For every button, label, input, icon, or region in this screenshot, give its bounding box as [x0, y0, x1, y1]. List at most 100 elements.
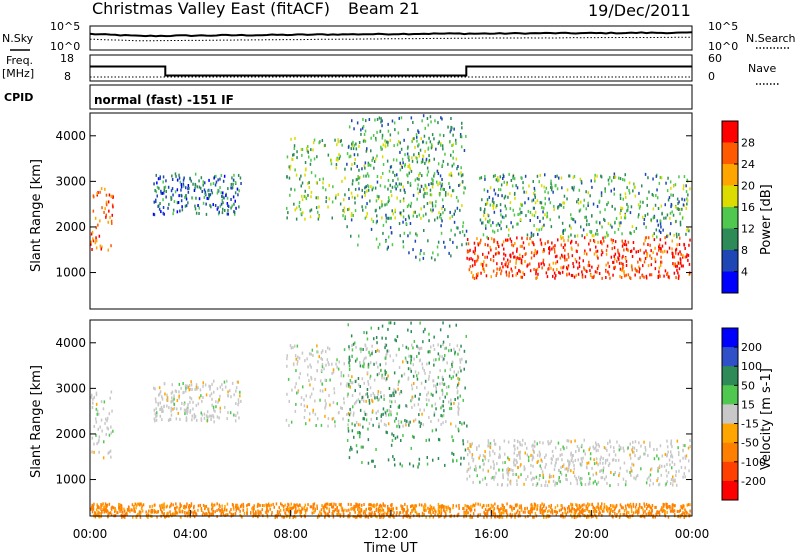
data-cell	[501, 215, 504, 219]
data-cell	[288, 424, 290, 427]
data-cell	[626, 469, 628, 473]
data-cell	[371, 188, 373, 192]
data-cell	[421, 503, 423, 507]
data-cell	[452, 458, 454, 462]
data-cell	[290, 137, 292, 141]
data-cell	[430, 120, 432, 124]
data-cell	[292, 346, 294, 350]
data-cell	[568, 505, 570, 509]
data-cell	[660, 231, 662, 234]
data-cell	[358, 176, 360, 180]
data-cell	[568, 174, 570, 178]
data-cell	[431, 201, 434, 205]
data-cell	[573, 464, 575, 467]
data-cell	[292, 515, 294, 519]
data-cell	[105, 203, 108, 207]
data-cell	[625, 513, 628, 517]
data-cell	[450, 194, 453, 198]
data-cell	[355, 399, 358, 403]
data-cell	[91, 406, 94, 409]
data-cell	[104, 507, 106, 511]
data-cell	[450, 422, 452, 426]
data-cell	[471, 455, 473, 459]
data-cell	[613, 246, 616, 250]
data-cell	[200, 394, 202, 398]
data-cell	[639, 248, 642, 252]
data-cell	[233, 393, 235, 397]
data-cell	[530, 251, 533, 255]
data-cell	[327, 153, 330, 157]
data-cell	[476, 474, 478, 478]
data-cell	[511, 508, 513, 512]
data-cell	[490, 248, 492, 252]
data-cell	[423, 134, 426, 138]
data-cell	[367, 380, 369, 384]
data-cell	[123, 509, 126, 513]
data-cell	[112, 429, 114, 433]
data-cell	[686, 228, 688, 232]
data-cell	[629, 231, 631, 235]
data-cell	[419, 421, 421, 425]
data-cell	[217, 188, 219, 192]
data-cell	[667, 198, 670, 202]
noise-right-tick-top: 10^5	[708, 20, 738, 33]
data-cell	[644, 257, 647, 260]
data-cell	[188, 513, 190, 516]
data-cell	[655, 194, 657, 197]
data-cell	[451, 362, 453, 366]
data-cell	[353, 507, 356, 511]
data-cell	[373, 511, 376, 514]
data-cell	[660, 247, 662, 251]
data-cell	[428, 510, 430, 514]
data-cell	[378, 116, 381, 120]
data-cell	[287, 211, 289, 215]
data-cell	[647, 454, 649, 457]
data-cell	[313, 502, 316, 506]
data-cell	[556, 481, 558, 485]
data-cell	[348, 355, 351, 359]
data-cell	[324, 188, 327, 192]
data-cell	[374, 465, 376, 468]
data-cell	[171, 187, 174, 191]
data-cell	[510, 468, 512, 472]
data-cell	[500, 511, 503, 515]
data-cell	[378, 349, 380, 353]
data-cell	[155, 200, 157, 204]
data-cell	[94, 241, 97, 245]
data-cell	[373, 166, 375, 170]
data-cell	[159, 390, 162, 394]
data-cell	[441, 198, 444, 202]
data-cell	[221, 194, 223, 198]
data-cell	[548, 247, 550, 251]
data-cell	[200, 417, 202, 421]
data-cell	[109, 215, 111, 219]
data-cell	[377, 390, 380, 394]
data-cell	[618, 448, 621, 452]
data-cell	[649, 468, 652, 472]
data-cell	[479, 513, 481, 517]
data-cell	[195, 383, 198, 387]
data-cell	[609, 440, 611, 444]
data-cell	[499, 508, 501, 512]
data-cell	[533, 515, 535, 519]
data-cell	[498, 509, 500, 513]
data-cell	[331, 505, 333, 509]
data-cell	[477, 272, 479, 276]
data-cell	[402, 434, 404, 437]
data-cell	[107, 451, 109, 455]
data-cell	[443, 515, 446, 519]
data-cell	[344, 508, 346, 512]
data-cell	[670, 439, 673, 443]
data-cell	[589, 230, 591, 234]
data-cell	[328, 503, 330, 507]
data-cell	[550, 266, 552, 270]
data-cell	[630, 508, 633, 512]
data-cell	[309, 209, 311, 213]
data-cell	[406, 512, 408, 516]
data-cell	[431, 133, 434, 137]
data-cell	[393, 394, 395, 397]
data-cell	[622, 242, 624, 246]
data-cell	[465, 508, 468, 512]
data-cell	[411, 156, 413, 160]
data-cell	[514, 463, 517, 467]
